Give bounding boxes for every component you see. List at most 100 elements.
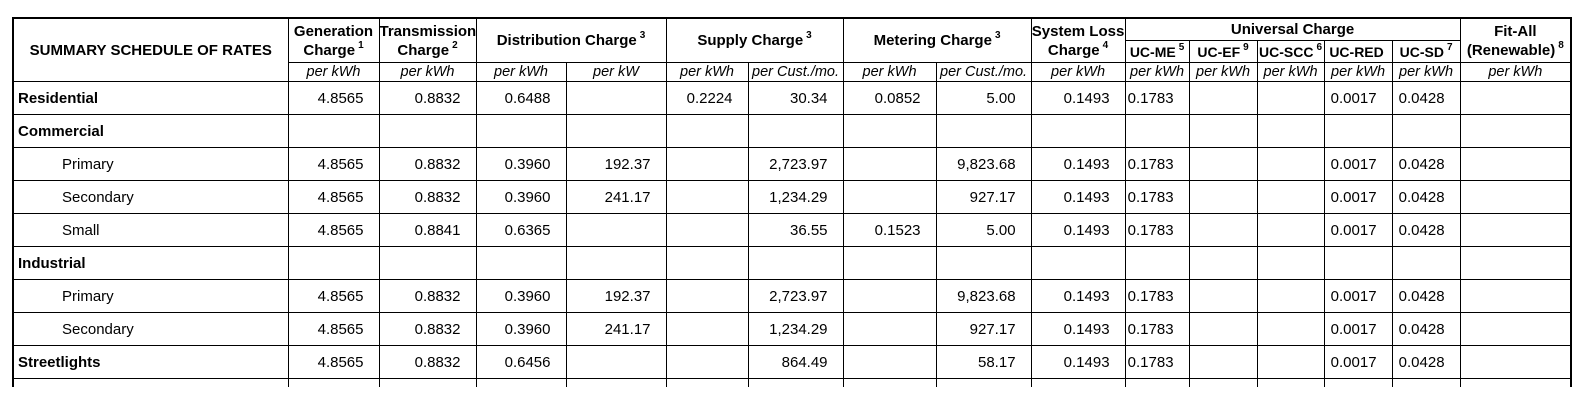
rate-cell: 0.0428 <box>1391 213 1461 247</box>
unit-cell: per kWh <box>475 62 567 82</box>
footnote-marker: 6 <box>1316 41 1323 53</box>
footnote-marker: 8 <box>1558 39 1564 51</box>
cutoff-cell <box>1391 378 1461 387</box>
rate-cell: 241.17 <box>565 180 667 214</box>
header-label: System Loss <box>1031 22 1125 40</box>
col-header-universal-charge: Universal Charge <box>1124 17 1461 41</box>
rate-cell <box>565 114 667 148</box>
cutoff-cell <box>378 378 477 387</box>
row-label: Small <box>12 213 289 247</box>
rate-cell: 0.1783 <box>1124 345 1190 379</box>
rate-cell: 0.0017 <box>1323 147 1393 181</box>
col-header-supply-charge: Supply Charge 3 <box>665 17 844 63</box>
rate-cell <box>665 345 749 379</box>
header-label: UC-SCC <box>1259 43 1314 60</box>
rate-cell <box>1391 246 1461 280</box>
rate-cell <box>1323 246 1393 280</box>
header-label: Charge <box>1047 41 1100 59</box>
rate-cell: 241.17 <box>565 312 667 346</box>
rate-cell: 0.1493 <box>1030 180 1126 214</box>
rate-cell <box>665 147 749 181</box>
rate-cell <box>1124 114 1190 148</box>
rate-cell <box>1188 345 1258 379</box>
rate-cell <box>1459 114 1572 148</box>
col-header-uc-red: UC-RED <box>1323 40 1393 63</box>
rate-cell: 4.8565 <box>287 279 380 313</box>
rate-cell: 192.37 <box>565 147 667 181</box>
cutoff-row <box>12 378 1572 387</box>
rate-cell: 0.6488 <box>475 81 567 115</box>
cutoff-cell <box>1188 378 1258 387</box>
rate-cell: 0.8832 <box>378 312 477 346</box>
rate-cell <box>935 246 1032 280</box>
rate-cell: 5.00 <box>935 81 1032 115</box>
rate-cell <box>1256 114 1325 148</box>
table-row: Primary 4.8565 0.8832 0.3960 192.37 2,723.97 9… <box>12 279 1572 313</box>
unit-cell: per kWh <box>1323 62 1393 82</box>
rate-cell: 0.8832 <box>378 279 477 313</box>
footnote-marker: 3 <box>994 30 1001 41</box>
footnote-marker: 1 <box>358 39 364 51</box>
col-header-uc-scc: UC-SCC 6 <box>1256 40 1325 63</box>
table-row: Secondary 4.8565 0.8832 0.3960 241.17 1,234.2… <box>12 312 1572 346</box>
rate-cell <box>842 114 937 148</box>
header-row-units: per kWh per kWh per kWh per kW per kWh p… <box>13 62 1572 82</box>
rate-cell <box>287 246 380 280</box>
rate-cell: 0.6456 <box>475 345 567 379</box>
rate-cell: 2,723.97 <box>747 147 844 181</box>
cutoff-cell <box>842 378 937 387</box>
row-label: Primary <box>12 279 289 313</box>
rate-cell <box>665 114 749 148</box>
table-row: Secondary 4.8565 0.8832 0.3960 241.17 1,234.2… <box>12 180 1572 214</box>
cutoff-cell <box>1459 378 1572 387</box>
unit-cell: per kWh <box>1459 62 1572 82</box>
col-header-fit-all: Fit-All (Renewable) 8 <box>1459 17 1572 63</box>
rate-cell: 2,723.97 <box>747 279 844 313</box>
rate-cell <box>1256 147 1325 181</box>
unit-cell: per kWh <box>1030 62 1126 82</box>
rate-cell <box>935 114 1032 148</box>
rate-cell: 58.17 <box>935 345 1032 379</box>
rate-cell: 0.1783 <box>1124 213 1190 247</box>
rate-cell: 0.3960 <box>475 312 567 346</box>
rate-cell <box>1323 114 1393 148</box>
rate-cell <box>475 114 567 148</box>
cutoff-cell <box>747 378 844 387</box>
rate-cell: 4.8565 <box>287 345 380 379</box>
rate-cell <box>842 345 937 379</box>
unit-cell: per kWh <box>378 62 477 82</box>
header-label: (Renewable) <box>1466 41 1556 59</box>
table-header: SUMMARY SCHEDULE OF RATES Generation Cha… <box>12 17 1572 82</box>
cutoff-cell <box>665 378 749 387</box>
rate-cell: 192.37 <box>565 279 667 313</box>
rate-cell: 0.1783 <box>1124 81 1190 115</box>
rate-cell: 4.8565 <box>287 213 380 247</box>
rate-cell: 0.0852 <box>842 81 937 115</box>
table-row: Streetlights 4.8565 0.8832 0.6456 864.49 58.1… <box>12 345 1572 379</box>
cutoff-cell <box>935 378 1032 387</box>
cutoff-cell <box>1124 378 1190 387</box>
rate-cell: 0.3960 <box>475 147 567 181</box>
rate-cell <box>842 312 937 346</box>
rates-table: SUMMARY SCHEDULE OF RATES Generation Cha… <box>12 17 1573 387</box>
rate-cell: 0.1493 <box>1030 147 1126 181</box>
rate-cell: 4.8565 <box>287 180 380 214</box>
table-title: SUMMARY SCHEDULE OF RATES <box>12 17 289 82</box>
col-header-uc-me: UC-ME 5 <box>1124 40 1190 63</box>
rate-cell <box>1188 114 1258 148</box>
rate-cell: 0.1783 <box>1124 279 1190 313</box>
rate-cell <box>1256 279 1325 313</box>
rate-cell <box>1459 213 1572 247</box>
rate-cell <box>1124 246 1190 280</box>
header-label: Universal Charge <box>1230 21 1355 38</box>
rate-cell <box>565 81 667 115</box>
footnote-marker: 5 <box>1178 41 1185 53</box>
footnote-marker: 7 <box>1446 41 1453 53</box>
rate-cell <box>1391 114 1461 148</box>
rate-cell <box>565 345 667 379</box>
rate-cell <box>1188 213 1258 247</box>
header-row-groups: SUMMARY SCHEDULE OF RATES Generation Cha… <box>12 17 1572 82</box>
rate-cell: 0.1783 <box>1124 147 1190 181</box>
rate-cell: 0.1493 <box>1030 345 1126 379</box>
rate-cell: 0.8832 <box>378 81 477 115</box>
